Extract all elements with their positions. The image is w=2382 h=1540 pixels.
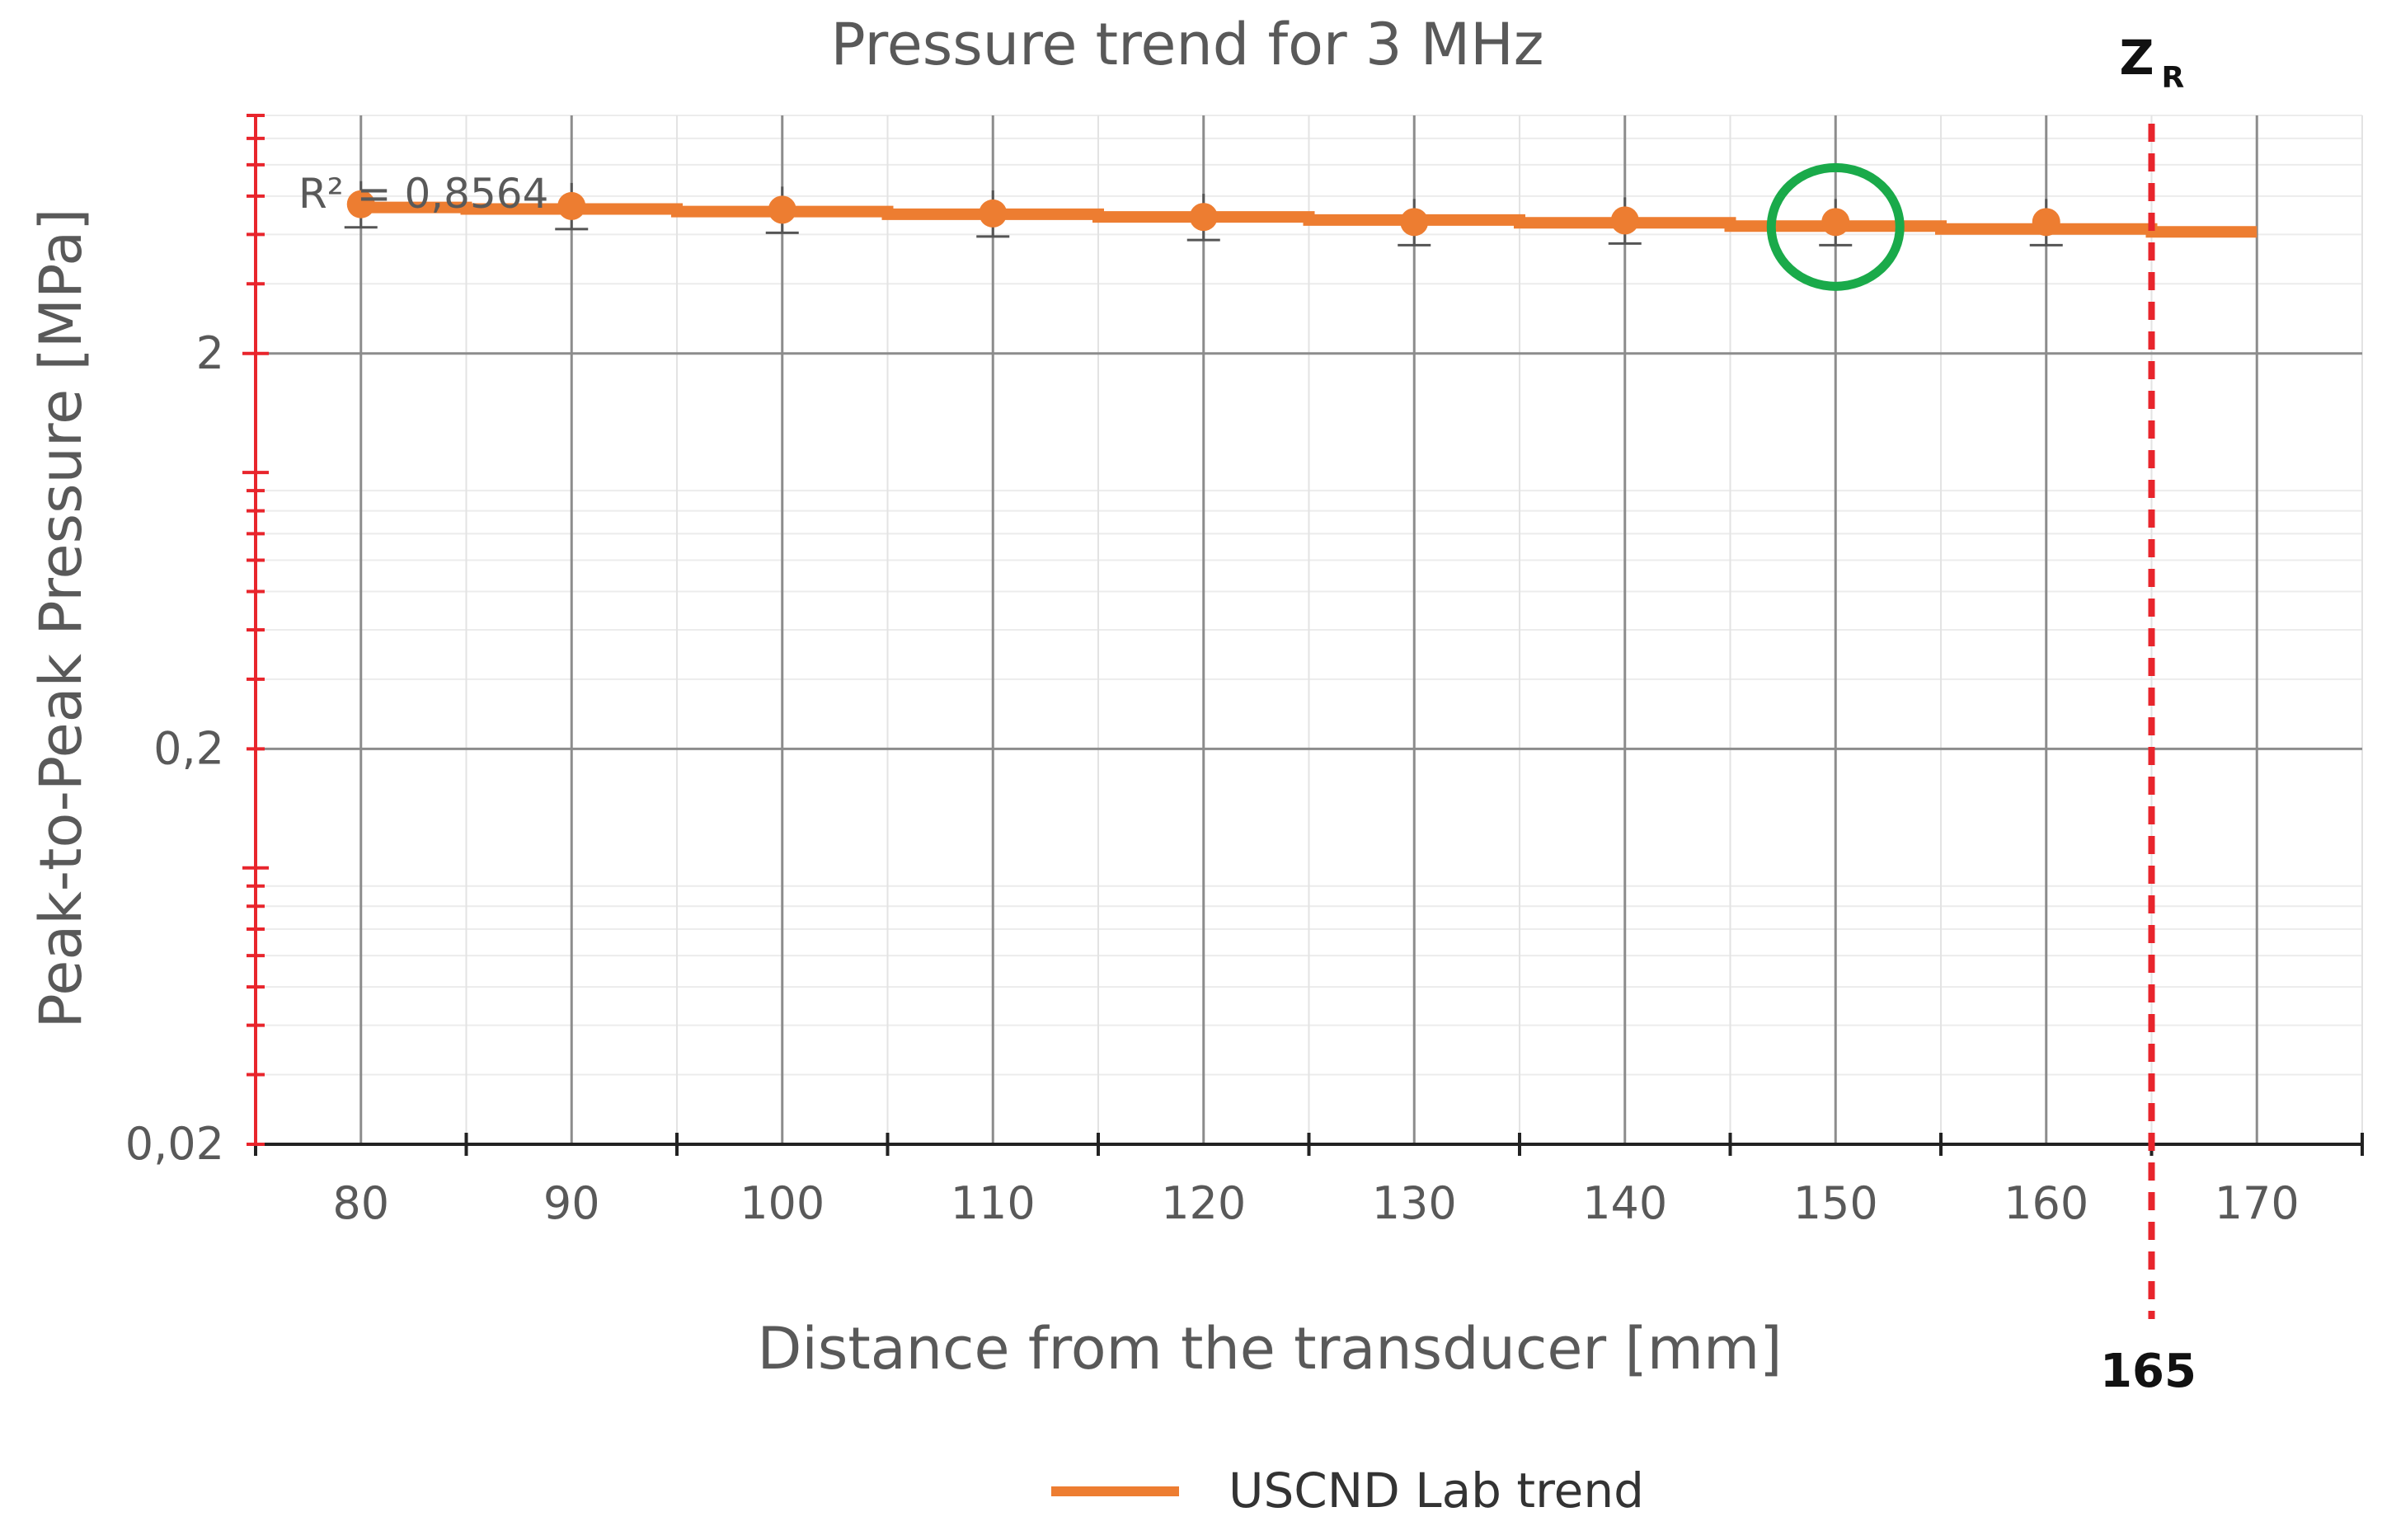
data-point	[1610, 206, 1639, 235]
x-axis-title: Distance from the transducer [mm]	[758, 1315, 1783, 1383]
legend-label: USCND Lab trend	[1229, 1463, 1644, 1519]
y-tick-label: 0,02	[125, 1118, 224, 1170]
zr-name-label: Z	[2119, 30, 2154, 86]
x-tick-label: 130	[1372, 1177, 1457, 1229]
y-tick-label: 0,2	[153, 722, 224, 774]
data-point	[1400, 208, 1429, 237]
x-tick-label: 90	[543, 1177, 600, 1229]
x-tick-label: 110	[951, 1177, 1036, 1229]
x-tick-label: 100	[740, 1177, 825, 1229]
x-tick-label: 80	[332, 1177, 389, 1229]
zr-name-subscript: R	[2162, 61, 2185, 95]
highlight-circle	[1766, 162, 1905, 291]
y-axis-title: Peak-to-Peak Pressure [MPa]	[27, 209, 95, 1029]
data-point	[768, 195, 796, 224]
zr-value-label: 165	[2100, 1345, 2196, 1398]
data-point	[557, 191, 586, 220]
trend-line	[360, 201, 2257, 238]
x-tick-label: 150	[1793, 1177, 1878, 1229]
series-layer	[344, 181, 2257, 246]
data-point	[2032, 208, 2060, 237]
y-tick-label: 2	[196, 327, 224, 379]
x-tick-label: 140	[1582, 1177, 1667, 1229]
chart-title: Pressure trend for 3 MHz	[830, 11, 1543, 78]
annotation-layer: 165 Z R	[1766, 30, 2196, 1398]
axis-layer: 80 90 100 110 120 130 140 150 160 170 2 0,2 0,02	[125, 114, 2364, 1229]
data-point	[1189, 203, 1218, 232]
grid-layer	[256, 115, 2363, 1145]
x-tick-label: 160	[2004, 1177, 2088, 1229]
data-point	[346, 190, 375, 218]
data-point	[979, 199, 1008, 228]
x-tick-label: 170	[2215, 1177, 2300, 1229]
x-tick-label: 120	[1161, 1177, 1246, 1229]
r-squared-annotation: R² = 0,8564	[298, 170, 548, 218]
data-point	[1821, 208, 1850, 237]
